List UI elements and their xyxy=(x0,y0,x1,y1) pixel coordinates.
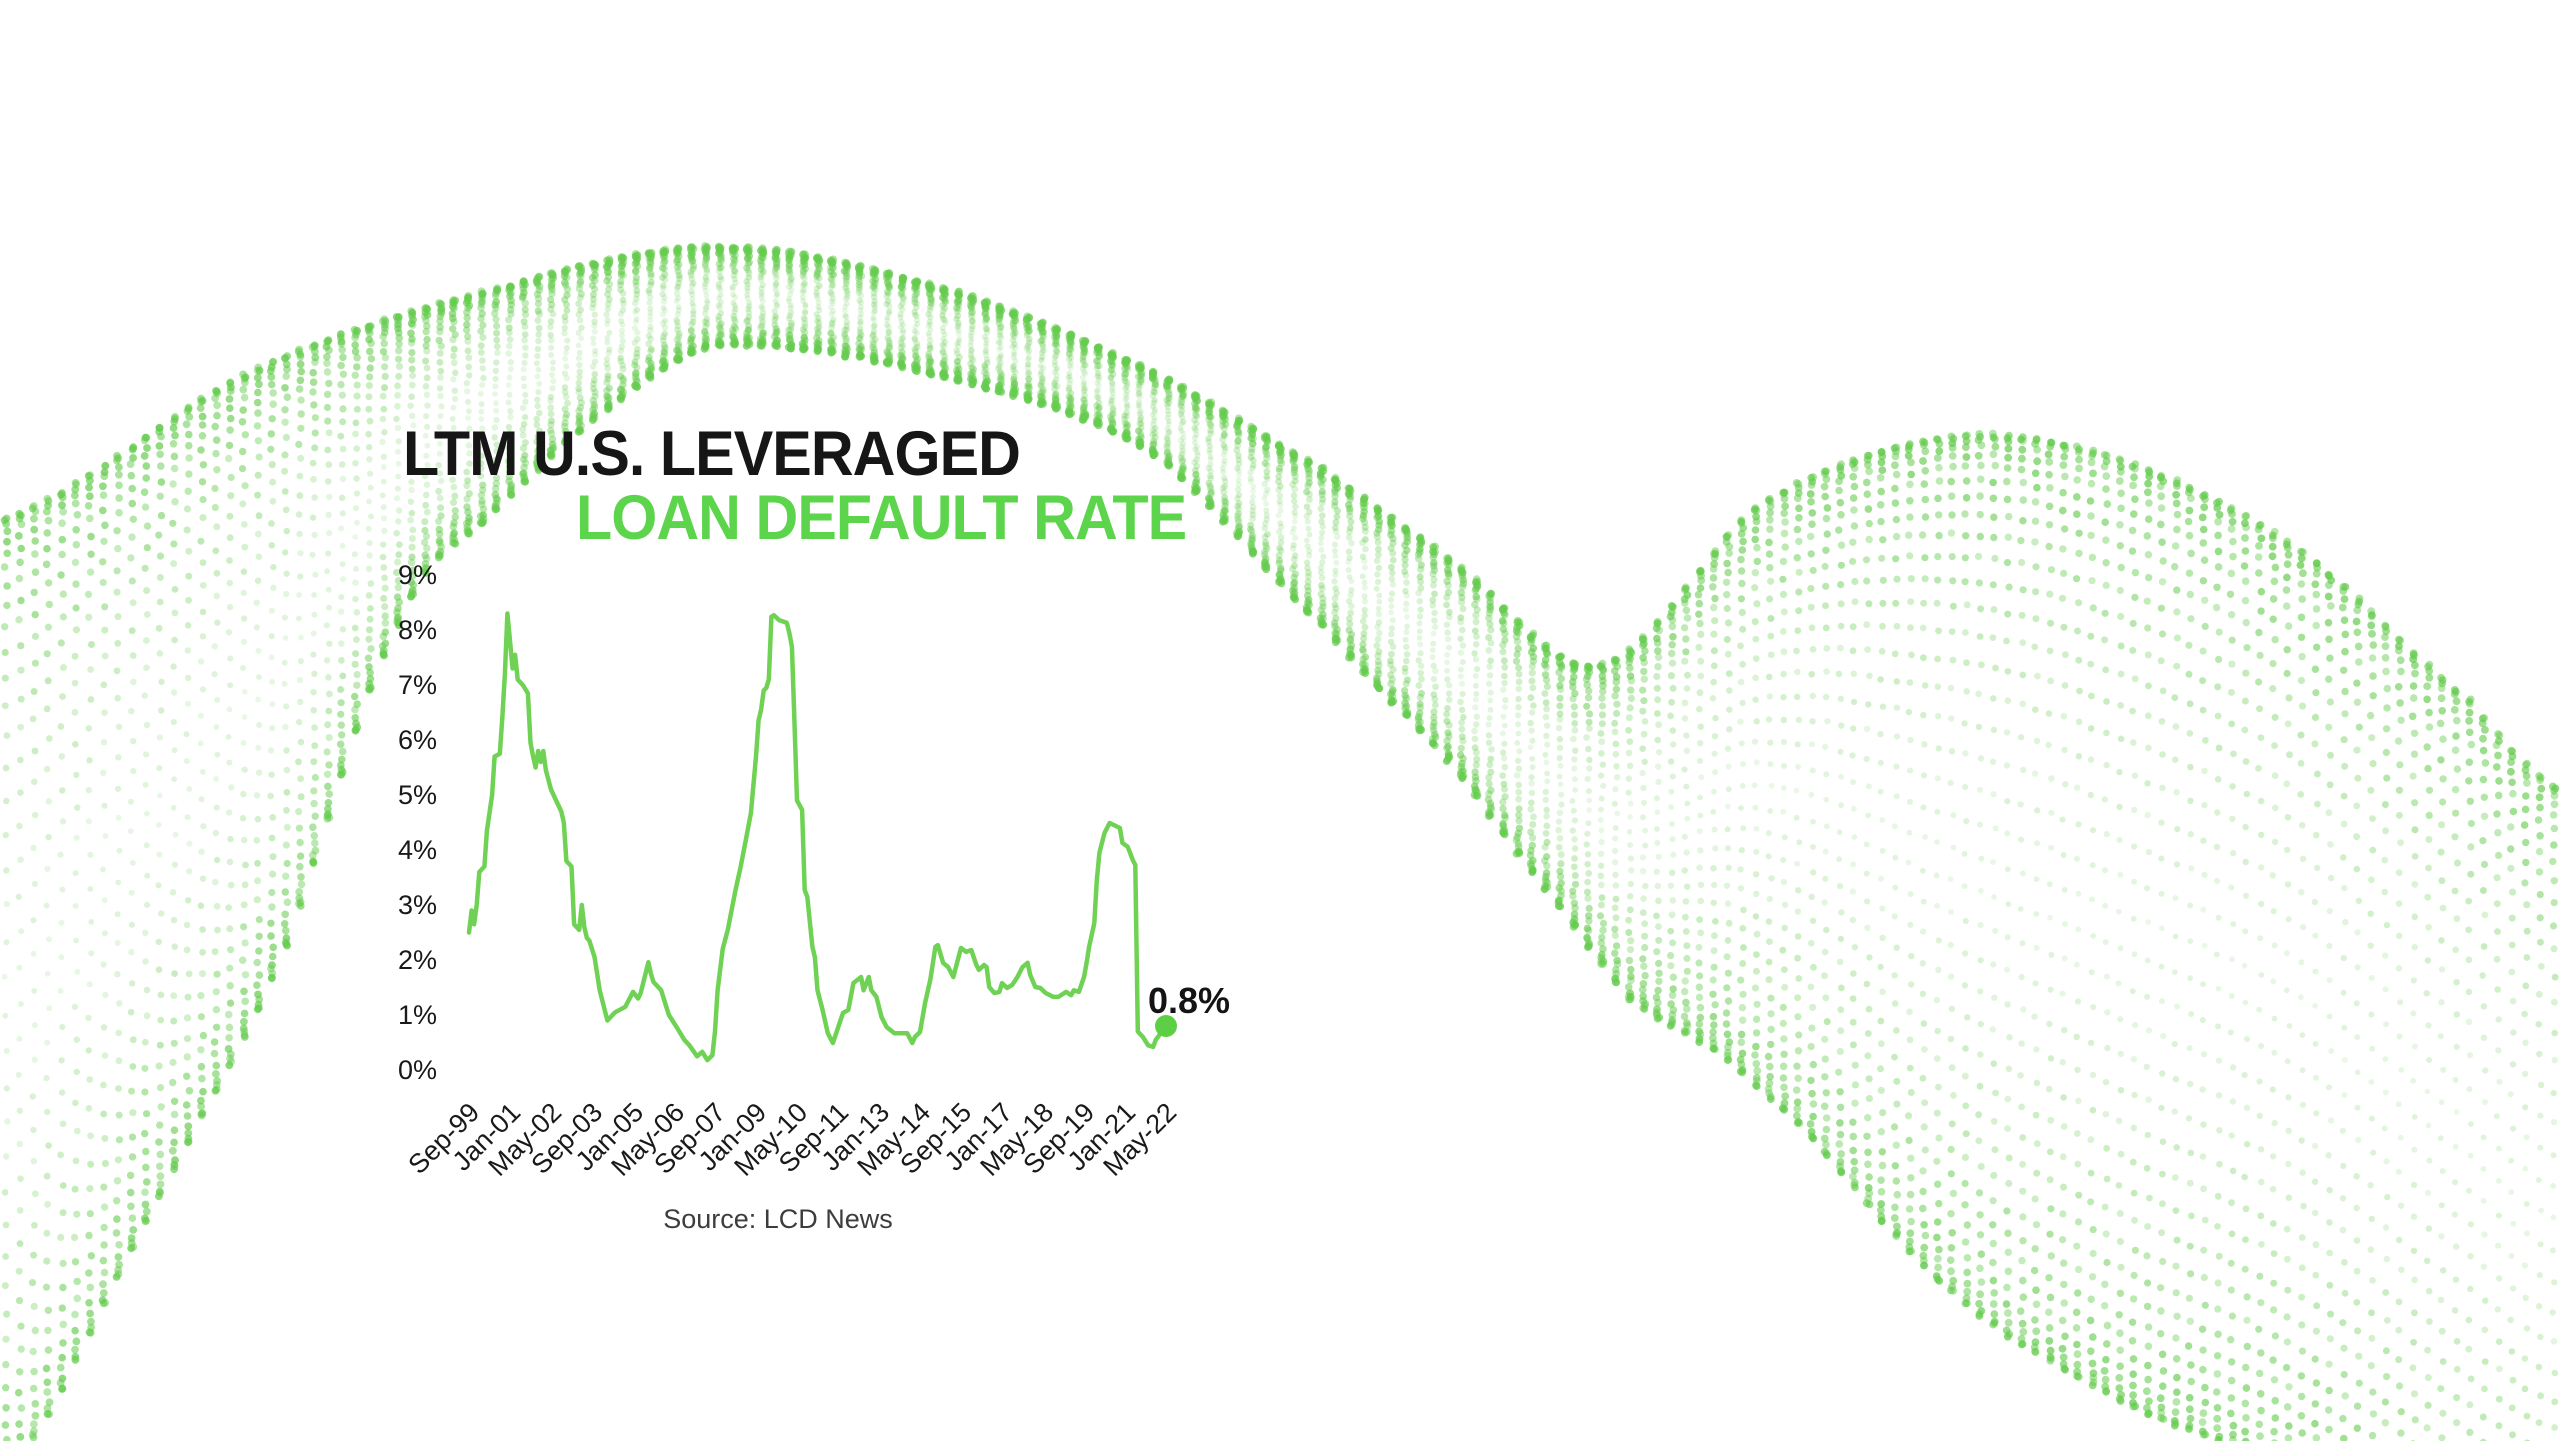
y-axis-label: 6% xyxy=(398,725,437,755)
y-axis-label: 8% xyxy=(398,615,437,645)
y-axis: 0% 1% 2% 3% 4% 5% 6% 7% 8% 9% xyxy=(398,560,437,1085)
y-axis-label: 2% xyxy=(398,945,437,975)
source-caption: Source: LCD News xyxy=(663,1204,893,1234)
y-axis-label: 9% xyxy=(398,560,437,590)
y-axis-label: 7% xyxy=(398,670,437,700)
y-axis-label: 0% xyxy=(398,1055,437,1085)
y-axis-label: 3% xyxy=(398,890,437,920)
chart-title-line2: LOAN DEFAULT RATE xyxy=(576,483,1187,553)
x-axis: Sep-99Jan-01May-02Sep-03Jan-05May-06Sep-… xyxy=(402,1097,1182,1182)
end-point-marker xyxy=(1155,1015,1177,1037)
default-rate-line xyxy=(466,611,1169,1063)
y-axis-label: 1% xyxy=(398,1000,437,1030)
y-axis-label: 4% xyxy=(398,835,437,865)
end-value-label: 0.8% xyxy=(1148,980,1231,1021)
chart-title-line1: LTM U.S. LEVERAGED xyxy=(403,419,1021,489)
y-axis-label: 5% xyxy=(398,780,437,810)
